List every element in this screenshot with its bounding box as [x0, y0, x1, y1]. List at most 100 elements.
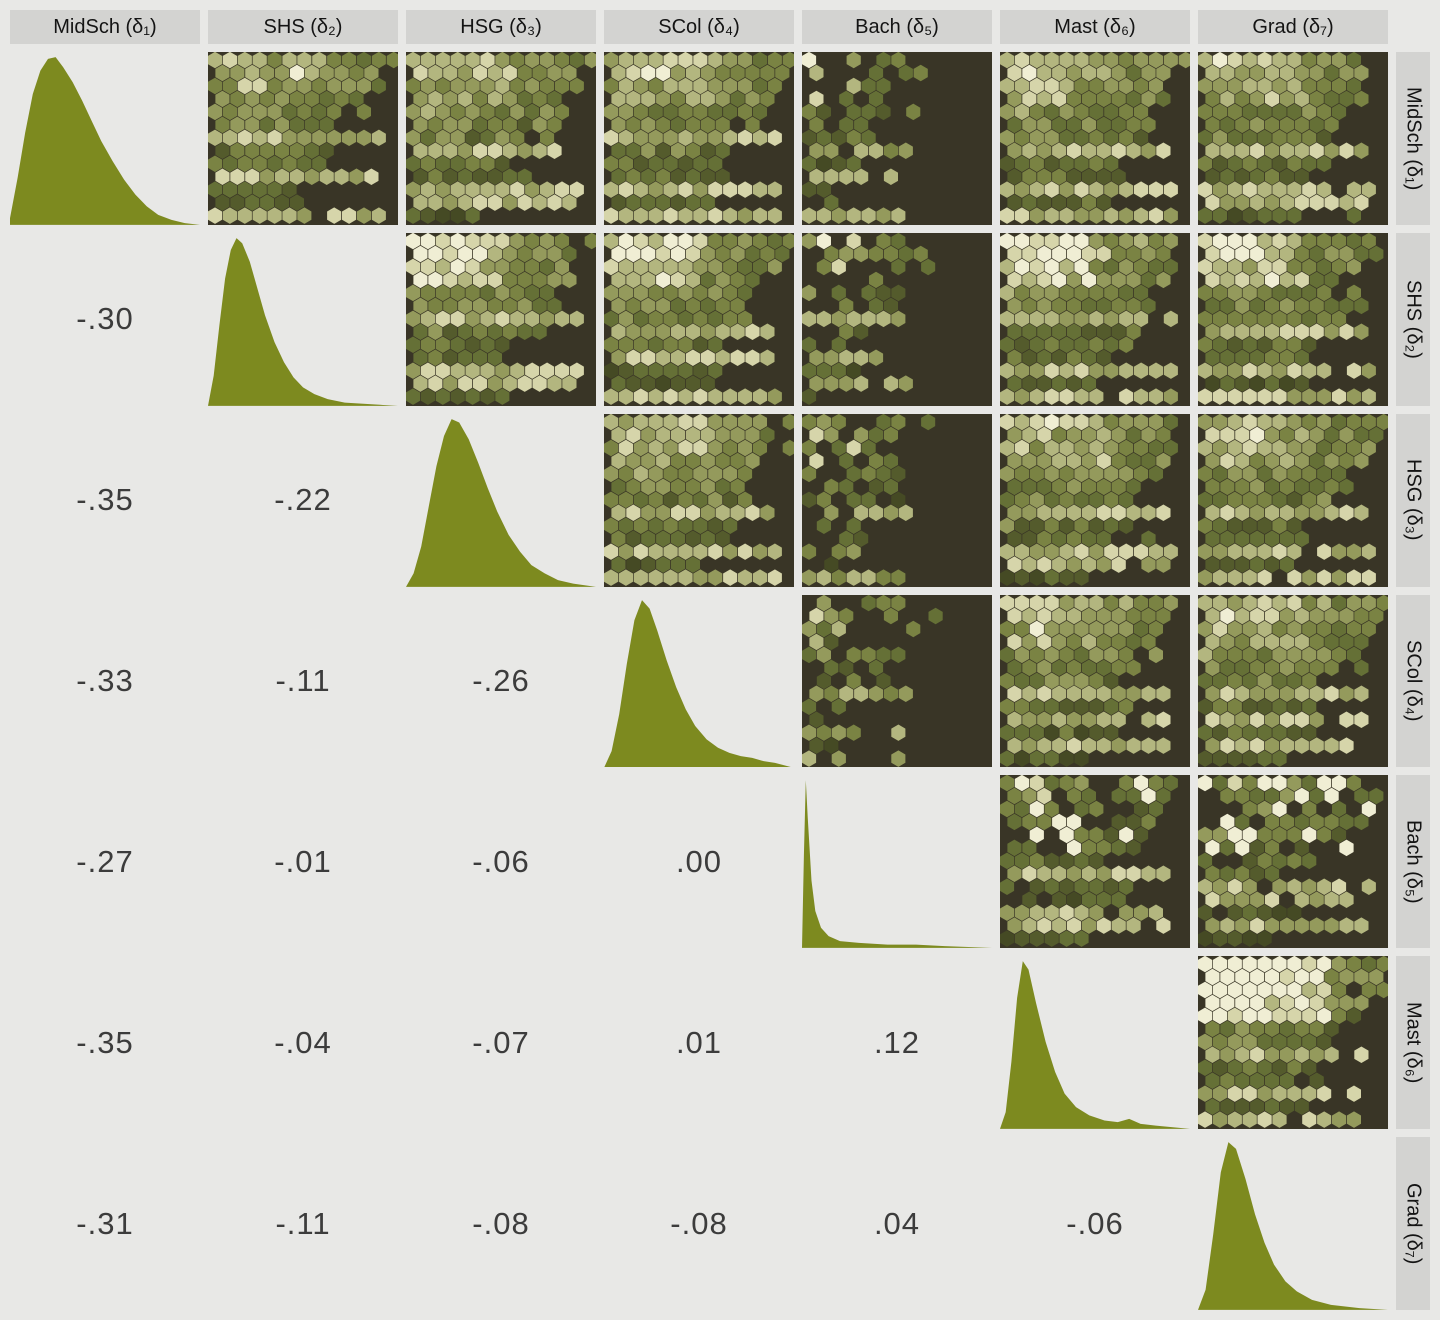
corr-value-Grad-Bach: .04	[873, 1205, 921, 1241]
hexbin-panel-Mast-vs-Bach	[1000, 775, 1190, 949]
corr-cell-Grad-SCol: -.08	[604, 1137, 794, 1310]
corr-value-Grad-Mast: -.06	[1066, 1205, 1124, 1241]
hexbin-plot	[802, 232, 936, 405]
corr-value-Bach-HSG: -.06	[472, 843, 530, 879]
col-header-SCol: SCol (δ₄)	[604, 10, 794, 44]
corr-value-Grad-SCol: -.08	[670, 1205, 728, 1241]
density-plot	[10, 57, 200, 225]
hexbin-plot	[1198, 52, 1376, 224]
density-panel-HSG	[406, 414, 596, 587]
col-header-label: Mast (δ₆)	[1054, 15, 1136, 38]
row-label-text: MidSch (δ₁)	[1402, 86, 1425, 191]
corr-value-Mast-Bach: .12	[873, 1024, 921, 1060]
hexbin-panel-Mast-vs-HSG	[1000, 413, 1190, 587]
corr-cell-SHS-MidSch: -.30	[10, 233, 200, 406]
corr-value-Bach-SHS: -.01	[274, 843, 332, 879]
row-label-text: SHS (δ₂)	[1402, 279, 1425, 359]
hexbin-plot	[604, 232, 794, 405]
corr-cell-Grad-SHS: -.11	[208, 1137, 398, 1310]
corr-cell-SCol-HSG: -.26	[406, 595, 596, 768]
hexbin-plot	[802, 594, 943, 767]
row-label-MidSch: MidSch (δ₁)	[1396, 52, 1430, 225]
corr-value-Grad-SHS: -.11	[275, 1205, 331, 1241]
corr-cell-Bach-MidSch: -.27	[10, 775, 200, 948]
hexbin-panel-HSG-vs-SHS	[406, 232, 596, 406]
hexbin-plot	[802, 413, 936, 586]
hexbin-panel-SCol-vs-MidSch	[604, 52, 794, 225]
corr-cell-HSG-MidSch: -.35	[10, 414, 200, 587]
corr-cell-Grad-MidSch: -.31	[10, 1137, 200, 1310]
row-label-SHS: SHS (δ₂)	[1396, 232, 1430, 406]
corr-value-Bach-SCol: .00	[675, 843, 723, 879]
hexbin-panel-SHS-vs-MidSch	[208, 52, 398, 225]
corr-cell-Mast-Bach: .12	[802, 956, 992, 1129]
row-label-Bach: Bach (δ₅)	[1396, 775, 1430, 949]
row-label-Mast: Mast (δ₆)	[1396, 956, 1430, 1130]
hexbin-panel-Grad-vs-HSG	[1198, 413, 1388, 587]
col-header-label: SHS (δ₂)	[263, 15, 343, 38]
hexbin-panel-Grad-vs-Mast	[1198, 956, 1388, 1130]
col-header-SHS: SHS (δ₂)	[208, 10, 398, 44]
row-label-text: HSG (δ₃)	[1402, 459, 1425, 541]
density-curve	[802, 780, 992, 949]
density-panel-SCol	[604, 595, 794, 768]
hexbin-plot	[1198, 232, 1384, 405]
density-panel-Grad	[1198, 1137, 1388, 1310]
density-curve	[406, 418, 596, 587]
row-label-Grad: Grad (δ₇)	[1396, 1137, 1430, 1310]
corr-cell-Mast-SCol: .01	[604, 956, 794, 1129]
col-header-label: SCol (δ₄)	[658, 15, 740, 38]
hexbin-panel-Mast-vs-MidSch	[1000, 52, 1190, 225]
corr-cell-Mast-MidSch: -.35	[10, 956, 200, 1129]
hexbin-plot	[1000, 52, 1190, 224]
col-header-MidSch: MidSch (δ₁)	[10, 10, 200, 44]
corr-cell-Bach-SHS: -.01	[208, 775, 398, 948]
col-header-Bach: Bach (δ₅)	[802, 10, 992, 44]
hexbin-panel-Bach-vs-SHS	[802, 232, 992, 406]
density-plot	[802, 780, 992, 949]
hexbin-plot	[604, 413, 794, 586]
corr-value-SCol-MidSch: -.33	[76, 662, 134, 698]
corr-cell-Grad-Mast: -.06	[1000, 1137, 1190, 1310]
corr-value-Bach-MidSch: -.27	[76, 843, 134, 879]
hexbin-plot	[1198, 413, 1388, 586]
corr-cell-SCol-MidSch: -.33	[10, 595, 200, 768]
density-panel-MidSch	[10, 52, 200, 225]
hexbin-plot	[1000, 594, 1178, 767]
hexbin-plot	[1198, 594, 1388, 767]
corr-value-SCol-HSG: -.26	[472, 662, 530, 698]
hexbin-panel-Grad-vs-SHS	[1198, 232, 1388, 406]
col-header-Grad: Grad (δ₇)	[1198, 10, 1388, 44]
density-plot	[406, 418, 596, 587]
corr-value-Mast-SHS: -.04	[274, 1024, 332, 1060]
density-curve	[208, 238, 398, 406]
row-label-text: SCol (δ₄)	[1402, 640, 1425, 722]
hexbin-plot	[802, 52, 928, 224]
hexbin-plot	[1000, 413, 1178, 586]
corr-cell-SCol-SHS: -.11	[208, 595, 398, 768]
corr-value-HSG-MidSch: -.35	[76, 482, 134, 518]
density-plot	[208, 238, 398, 406]
hexbin-panel-Bach-vs-HSG	[802, 413, 992, 587]
hexbin-panel-SCol-vs-HSG	[604, 413, 794, 587]
corr-value-SCol-SHS: -.11	[275, 662, 331, 698]
density-curve	[1198, 1142, 1388, 1310]
corr-value-HSG-SHS: -.22	[274, 482, 332, 518]
col-header-label: MidSch (δ₁)	[53, 15, 157, 38]
density-panel-SHS	[208, 233, 398, 406]
hexbin-panel-Bach-vs-SCol	[802, 594, 992, 768]
hexbin-plot	[1198, 956, 1388, 1129]
corr-cell-Grad-HSG: -.08	[406, 1137, 596, 1310]
col-header-label: Bach (δ₅)	[855, 15, 939, 38]
corr-value-Mast-MidSch: -.35	[76, 1024, 134, 1060]
hexbin-panel-Grad-vs-SCol	[1198, 594, 1388, 768]
corr-value-Grad-MidSch: -.31	[76, 1205, 134, 1241]
density-plot	[1000, 961, 1190, 1130]
corr-cell-Mast-HSG: -.07	[406, 956, 596, 1129]
density-plot	[1198, 1142, 1388, 1310]
hexbin-panel-HSG-vs-MidSch	[406, 52, 596, 225]
hexbin-panel-Mast-vs-SCol	[1000, 594, 1190, 768]
corr-value-Grad-HSG: -.08	[472, 1205, 530, 1241]
col-header-Mast: Mast (δ₆)	[1000, 10, 1190, 44]
